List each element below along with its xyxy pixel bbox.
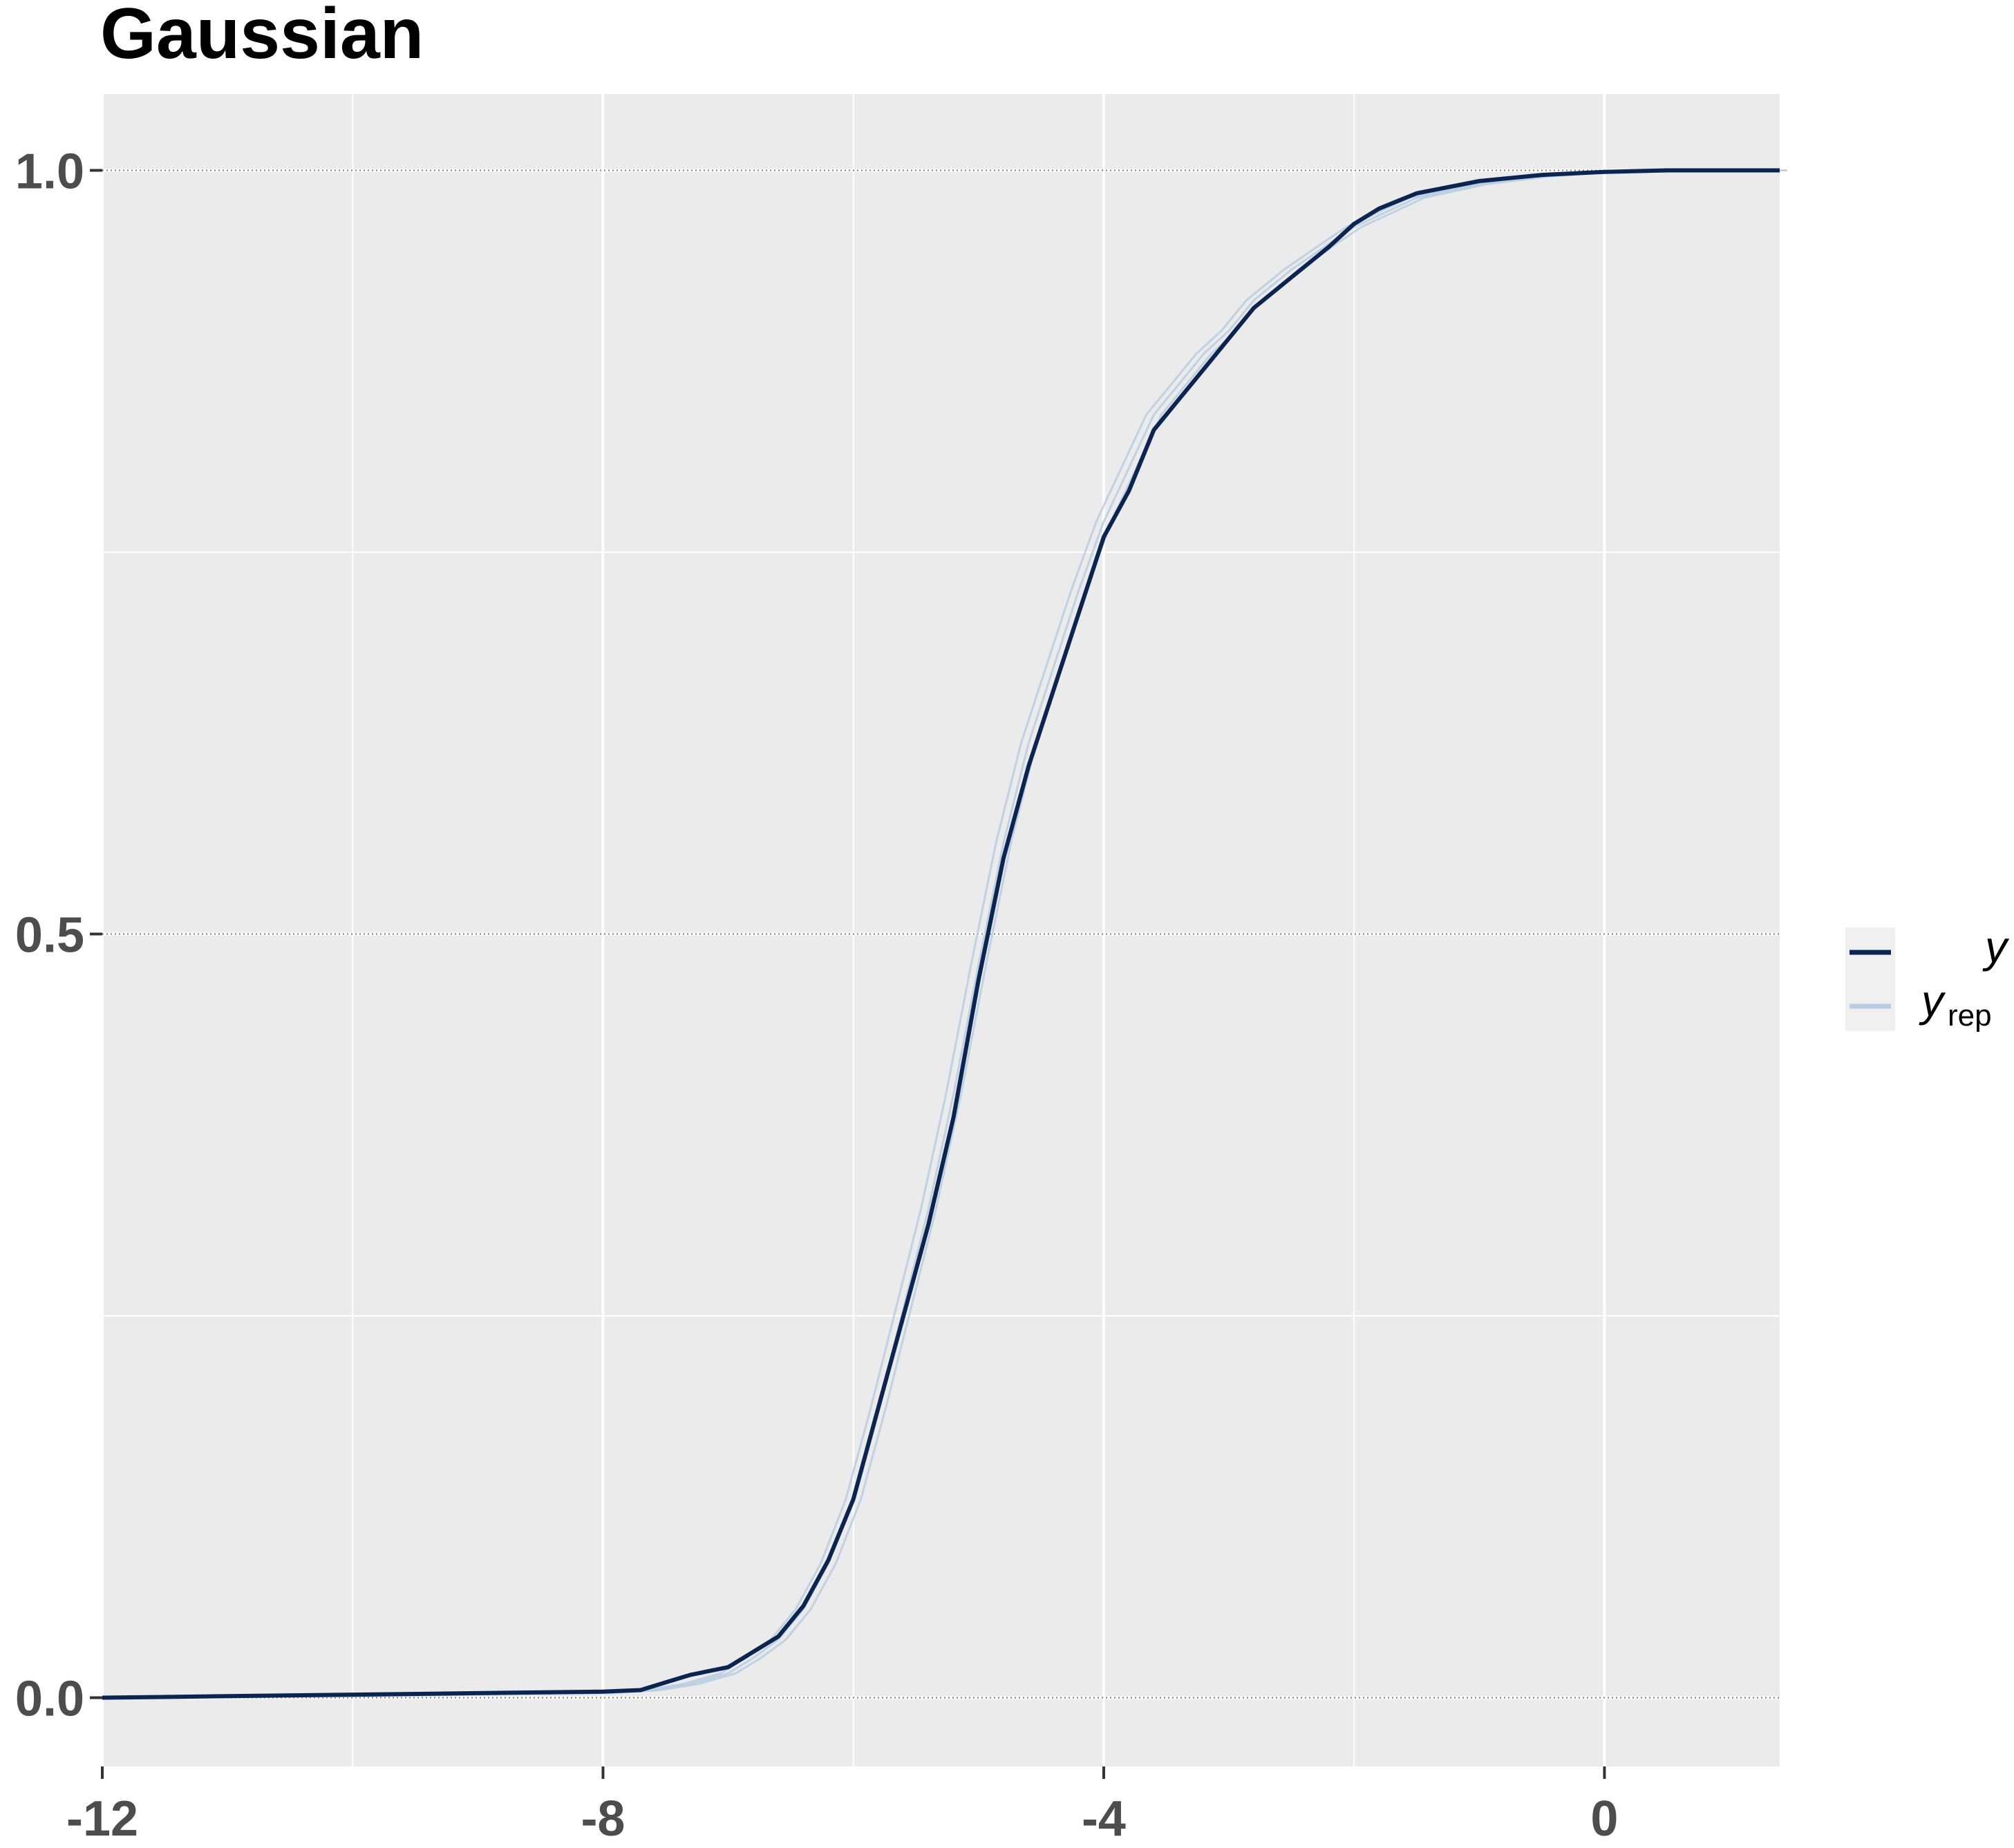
x-tick-label: -4 (1082, 1791, 1126, 1847)
legend-label-y-rep-subscript: rep (1948, 999, 1992, 1033)
y-axis: 0.0 0.5 1.0 (15, 144, 102, 1727)
x-tick-label: -12 (66, 1791, 138, 1847)
y-tick-label: 0.5 (15, 908, 84, 963)
x-tick-label: 0 (1590, 1791, 1618, 1847)
legend: y y rep (1845, 922, 2010, 1033)
legend-label-y-rep: y rep (1919, 976, 1992, 1033)
legend-label-y: y (1982, 922, 2010, 972)
legend-key-background (1845, 927, 1895, 1031)
x-tick-label: -8 (581, 1791, 625, 1847)
reference-lines (102, 169, 1780, 1699)
legend-label-y-rep-symbol: y (1919, 976, 1946, 1026)
series-y-line (102, 168, 1780, 1700)
plot-panel (102, 94, 1780, 1766)
x-axis: -12 -8 -4 0 (66, 1766, 1618, 1847)
y-tick-label: 0.0 (15, 1672, 84, 1727)
y-tick-label: 1.0 (15, 144, 84, 200)
chart-title: Gaussian (100, 0, 424, 74)
series-layer (95, 168, 1787, 1700)
